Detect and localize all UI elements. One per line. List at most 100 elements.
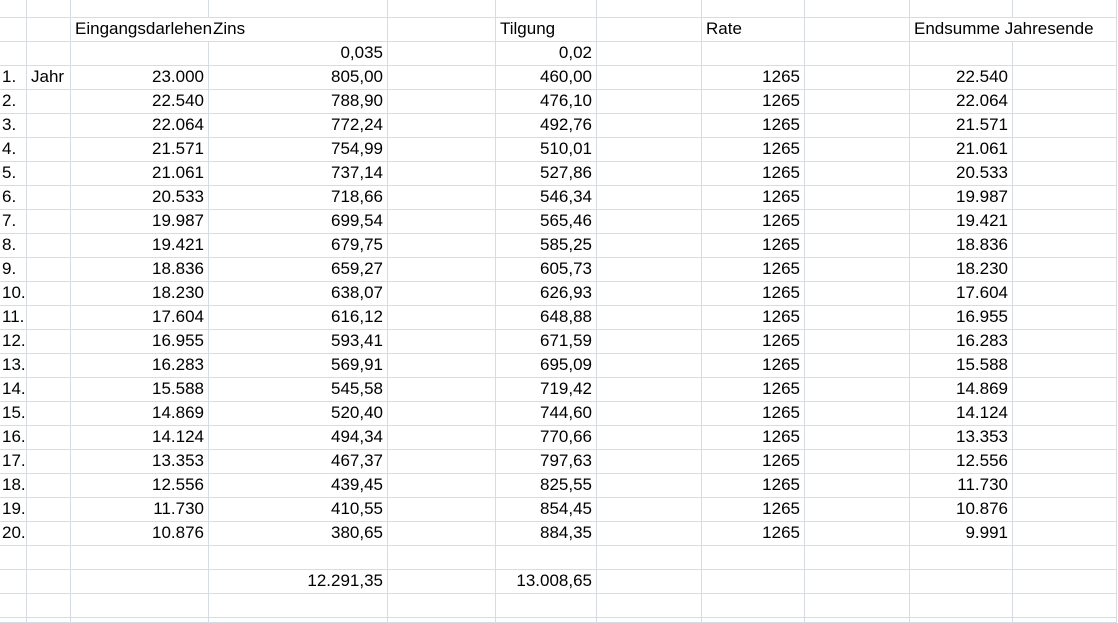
empty-cell[interactable] bbox=[388, 306, 496, 330]
empty-cell[interactable] bbox=[805, 42, 910, 66]
empty-cell[interactable] bbox=[27, 570, 71, 594]
endsumme-value-cell[interactable]: 14.869 bbox=[910, 378, 1013, 402]
empty-cell[interactable] bbox=[0, 594, 27, 618]
empty-cell[interactable] bbox=[597, 594, 702, 618]
empty-cell[interactable] bbox=[388, 354, 496, 378]
zins-value-cell[interactable]: 754,99 bbox=[209, 138, 388, 162]
row-number-cell[interactable]: 8. bbox=[0, 234, 27, 258]
rate-value-cell[interactable]: 1265 bbox=[702, 210, 805, 234]
empty-cell[interactable] bbox=[0, 546, 27, 570]
empty-cell[interactable] bbox=[1013, 546, 1117, 570]
zins-value-cell[interactable]: 788,90 bbox=[209, 90, 388, 114]
rate-value-cell[interactable]: 1265 bbox=[702, 354, 805, 378]
endsumme-value-cell[interactable]: 9.991 bbox=[910, 522, 1013, 546]
empty-cell[interactable] bbox=[597, 42, 702, 66]
empty-cell[interactable] bbox=[27, 618, 71, 623]
endsumme-value-cell[interactable]: 19.987 bbox=[910, 186, 1013, 210]
row-number-cell[interactable]: 10. bbox=[0, 282, 27, 306]
empty-cell[interactable] bbox=[388, 0, 496, 18]
empty-cell[interactable] bbox=[388, 618, 496, 623]
zins-value-cell[interactable]: 494,34 bbox=[209, 426, 388, 450]
empty-cell[interactable] bbox=[1013, 42, 1117, 66]
eingangsdarlehen-value-cell[interactable]: 14.869 bbox=[71, 402, 209, 426]
row-number-cell[interactable]: 15. bbox=[0, 402, 27, 426]
empty-cell[interactable] bbox=[0, 42, 27, 66]
eingangsdarlehen-value-cell[interactable]: 19.421 bbox=[71, 234, 209, 258]
empty-cell[interactable] bbox=[805, 354, 910, 378]
rate-value-cell[interactable]: 1265 bbox=[702, 330, 805, 354]
empty-cell[interactable] bbox=[388, 426, 496, 450]
row-number-cell[interactable]: 9. bbox=[0, 258, 27, 282]
rate-value-cell[interactable]: 1265 bbox=[702, 258, 805, 282]
empty-cell[interactable] bbox=[805, 90, 910, 114]
endsumme-value-cell[interactable]: 18.230 bbox=[910, 258, 1013, 282]
row-number-cell[interactable]: 11. bbox=[0, 306, 27, 330]
empty-cell[interactable] bbox=[805, 522, 910, 546]
row-number-cell[interactable]: 1. bbox=[0, 66, 27, 90]
zins-rate-cell[interactable]: 0,035 bbox=[209, 42, 388, 66]
empty-cell[interactable] bbox=[0, 570, 27, 594]
empty-cell[interactable] bbox=[27, 210, 71, 234]
empty-cell[interactable] bbox=[805, 546, 910, 570]
empty-cell[interactable] bbox=[388, 378, 496, 402]
empty-cell[interactable] bbox=[805, 138, 910, 162]
empty-cell[interactable] bbox=[27, 378, 71, 402]
eingangsdarlehen-value-cell[interactable]: 17.604 bbox=[71, 306, 209, 330]
empty-cell[interactable] bbox=[805, 306, 910, 330]
tilgung-value-cell[interactable]: 492,76 bbox=[496, 114, 597, 138]
eingangsdarlehen-value-cell[interactable]: 16.283 bbox=[71, 354, 209, 378]
endsumme-value-cell[interactable]: 20.533 bbox=[910, 162, 1013, 186]
empty-cell[interactable] bbox=[1013, 210, 1117, 234]
eingangsdarlehen-value-cell[interactable]: 18.836 bbox=[71, 258, 209, 282]
rate-value-cell[interactable]: 1265 bbox=[702, 426, 805, 450]
empty-cell[interactable] bbox=[1013, 114, 1117, 138]
empty-cell[interactable] bbox=[27, 450, 71, 474]
row-number-cell[interactable]: 16. bbox=[0, 426, 27, 450]
eingangsdarlehen-value-cell[interactable]: 20.533 bbox=[71, 186, 209, 210]
eingangsdarlehen-value-cell[interactable]: 22.064 bbox=[71, 114, 209, 138]
empty-cell[interactable] bbox=[702, 546, 805, 570]
row-number-cell[interactable]: 5. bbox=[0, 162, 27, 186]
empty-cell[interactable] bbox=[388, 450, 496, 474]
empty-cell[interactable] bbox=[71, 546, 209, 570]
empty-cell[interactable] bbox=[805, 594, 910, 618]
empty-cell[interactable] bbox=[805, 18, 910, 42]
empty-cell[interactable] bbox=[1013, 570, 1117, 594]
empty-cell[interactable] bbox=[1013, 282, 1117, 306]
row-number-cell[interactable]: 17. bbox=[0, 450, 27, 474]
zins-value-cell[interactable]: 439,45 bbox=[209, 474, 388, 498]
tilgung-value-cell[interactable]: 825,55 bbox=[496, 474, 597, 498]
eingangsdarlehen-value-cell[interactable]: 22.540 bbox=[71, 90, 209, 114]
empty-cell[interactable] bbox=[702, 570, 805, 594]
empty-cell[interactable] bbox=[597, 186, 702, 210]
endsumme-value-cell[interactable]: 12.556 bbox=[910, 450, 1013, 474]
empty-cell[interactable] bbox=[1013, 426, 1117, 450]
empty-cell[interactable] bbox=[1013, 450, 1117, 474]
eingangsdarlehen-value-cell[interactable]: 16.955 bbox=[71, 330, 209, 354]
endsumme-value-cell[interactable]: 21.571 bbox=[910, 114, 1013, 138]
empty-cell[interactable] bbox=[27, 114, 71, 138]
header-tilgung-cell[interactable]: Tilgung bbox=[496, 18, 597, 42]
empty-cell[interactable] bbox=[496, 618, 597, 623]
empty-cell[interactable] bbox=[388, 522, 496, 546]
tilgung-value-cell[interactable]: 527,86 bbox=[496, 162, 597, 186]
row-number-cell[interactable]: 13. bbox=[0, 354, 27, 378]
empty-cell[interactable] bbox=[597, 306, 702, 330]
header-endsumme-cell[interactable]: Endsumme Jahresende bbox=[910, 18, 1094, 42]
empty-cell[interactable] bbox=[1013, 258, 1117, 282]
zins-value-cell[interactable]: 718,66 bbox=[209, 186, 388, 210]
empty-cell[interactable] bbox=[805, 186, 910, 210]
endsumme-value-cell[interactable]: 22.064 bbox=[910, 90, 1013, 114]
zins-value-cell[interactable]: 616,12 bbox=[209, 306, 388, 330]
empty-cell[interactable] bbox=[597, 0, 702, 18]
empty-cell[interactable] bbox=[27, 0, 71, 18]
empty-cell[interactable] bbox=[209, 618, 388, 623]
empty-cell[interactable] bbox=[209, 546, 388, 570]
zins-value-cell[interactable]: 737,14 bbox=[209, 162, 388, 186]
row-number-cell[interactable]: 3. bbox=[0, 114, 27, 138]
empty-cell[interactable] bbox=[597, 378, 702, 402]
empty-cell[interactable] bbox=[597, 114, 702, 138]
empty-cell[interactable] bbox=[597, 354, 702, 378]
empty-cell[interactable] bbox=[388, 162, 496, 186]
rate-value-cell[interactable]: 1265 bbox=[702, 402, 805, 426]
